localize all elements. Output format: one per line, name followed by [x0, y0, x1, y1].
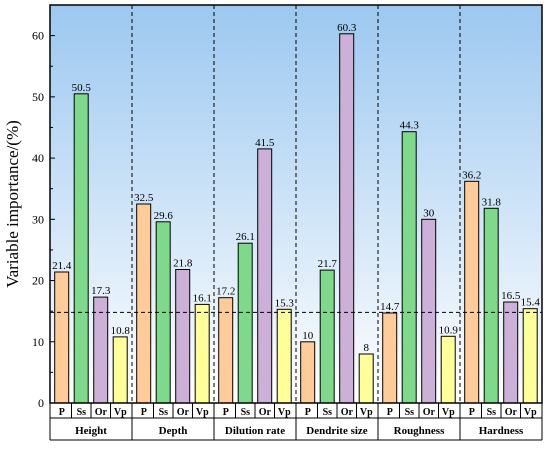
bar-value-label: 10: [302, 330, 314, 342]
bar-value-label: 41.5: [255, 137, 275, 149]
bar-dendrite-size-or: [339, 33, 355, 404]
subcategory-label: Or: [423, 407, 436, 418]
bar-hardness-vp: [522, 308, 538, 404]
group-label: Roughness: [394, 425, 445, 437]
group-label: Dendrite size: [306, 425, 368, 437]
y-tick-label: 10: [32, 335, 44, 349]
subcategory-label: P: [387, 407, 393, 418]
group-label: Height: [75, 425, 107, 437]
subcategory-label: Or: [259, 407, 272, 418]
bar-height-or: [93, 296, 109, 404]
y-tick-label: 30: [32, 212, 44, 226]
y-tick-label: 40: [32, 151, 44, 165]
y-tick-label: 20: [32, 274, 44, 288]
bar-value-label: 10.8: [111, 325, 131, 337]
bar-hardness-or: [503, 301, 519, 404]
bar-hardness-p: [464, 180, 480, 404]
subcategory-label: Vp: [442, 407, 455, 418]
subcategory-label: P: [305, 407, 311, 418]
bar-value-label: 50.5: [72, 82, 92, 94]
bar-height-vp: [112, 336, 128, 404]
bar-dendrite-size-vp: [358, 353, 374, 404]
subcategory-label: P: [223, 407, 229, 418]
bar-dilution-rate-ss: [237, 242, 253, 404]
bar-dilution-rate-p: [218, 297, 234, 404]
bar-dendrite-size-p: [300, 341, 316, 404]
bar-dilution-rate-or: [257, 148, 273, 404]
y-tick-label: 50: [32, 90, 44, 104]
bar-value-label: 16.1: [193, 292, 212, 304]
bar-value-label: 14.7: [380, 301, 400, 313]
subcategory-label: Ss: [77, 407, 87, 418]
bar-dilution-rate-vp: [276, 308, 292, 404]
bar-value-label: 15.4: [521, 297, 541, 309]
bar-value-label: 21.4: [52, 260, 72, 272]
bar-value-label: 10.9: [439, 324, 459, 336]
group-label: Depth: [159, 425, 188, 437]
bar-depth-or: [175, 269, 191, 404]
subcategory-label: Vp: [114, 407, 127, 418]
bar-depth-p: [136, 203, 152, 404]
bar-value-label: 44.3: [400, 120, 420, 132]
subcategory-label: P: [141, 407, 147, 418]
bar-hardness-ss: [483, 207, 499, 404]
grid-layer: [50, 5, 542, 403]
subcategory-label: Vp: [524, 407, 537, 418]
subcategory-label: Ss: [241, 407, 251, 418]
bar-value-label: 30: [423, 207, 435, 219]
bar-dendrite-size-ss: [319, 269, 335, 404]
bar-value-label: 8: [364, 342, 370, 354]
subcategory-label: Vp: [360, 407, 373, 418]
subcategory-label: Ss: [159, 407, 169, 418]
bar-value-label: 32.5: [134, 192, 154, 204]
bar-roughness-p: [382, 312, 398, 404]
subcategory-label: Vp: [196, 407, 209, 418]
subcategory-label: Ss: [487, 407, 497, 418]
bar-roughness-vp: [440, 335, 456, 404]
subcategory-label: Or: [341, 407, 354, 418]
group-label: Hardness: [479, 425, 524, 437]
y-tick-label: 60: [32, 29, 44, 43]
subcategory-label: Ss: [405, 407, 415, 418]
bar-roughness-or: [421, 218, 437, 404]
bar-value-label: 17.2: [216, 286, 235, 298]
bar-value-label: 17.3: [91, 285, 111, 297]
bar-value-label: 21.8: [173, 258, 193, 270]
category-table: P Ss Or Vp Height P Ss Or Vp Depth P Ss Or Vp Dilution…: [49, 403, 543, 441]
bar-roughness-ss: [401, 131, 417, 404]
group-label: Dilution rate: [225, 425, 285, 437]
subcategory-label: Ss: [323, 407, 333, 418]
bar-value-label: 31.8: [482, 196, 502, 208]
bars-layer: 21.4 50.5 17.3 10.8 32.529.6 21.8 16.1 17.2 26.1…: [52, 22, 541, 404]
subcategory-label: P: [59, 407, 65, 418]
subcategory-label: Or: [95, 407, 108, 418]
bar-value-label: 26.1: [236, 231, 255, 243]
bar-value-label: 16.5: [501, 290, 521, 302]
bar-value-label: 29.6: [154, 210, 174, 222]
bar-height-p: [54, 271, 70, 404]
bar-depth-vp: [194, 303, 210, 404]
y-tick-label: 0: [38, 396, 44, 410]
subcategory-label: Or: [505, 407, 518, 418]
subcategory-label: Or: [177, 407, 190, 418]
subcategory-label: P: [469, 407, 475, 418]
subcategory-label: Vp: [278, 407, 291, 418]
bar-value-label: 15.3: [275, 297, 295, 309]
bar-value-label: 21.7: [318, 258, 338, 270]
bar-height-ss: [73, 93, 89, 404]
bar-value-label: 36.2: [462, 169, 481, 181]
bar-value-label: 60.3: [337, 22, 357, 34]
y-axis-label: Variable importance/(%): [3, 120, 22, 288]
